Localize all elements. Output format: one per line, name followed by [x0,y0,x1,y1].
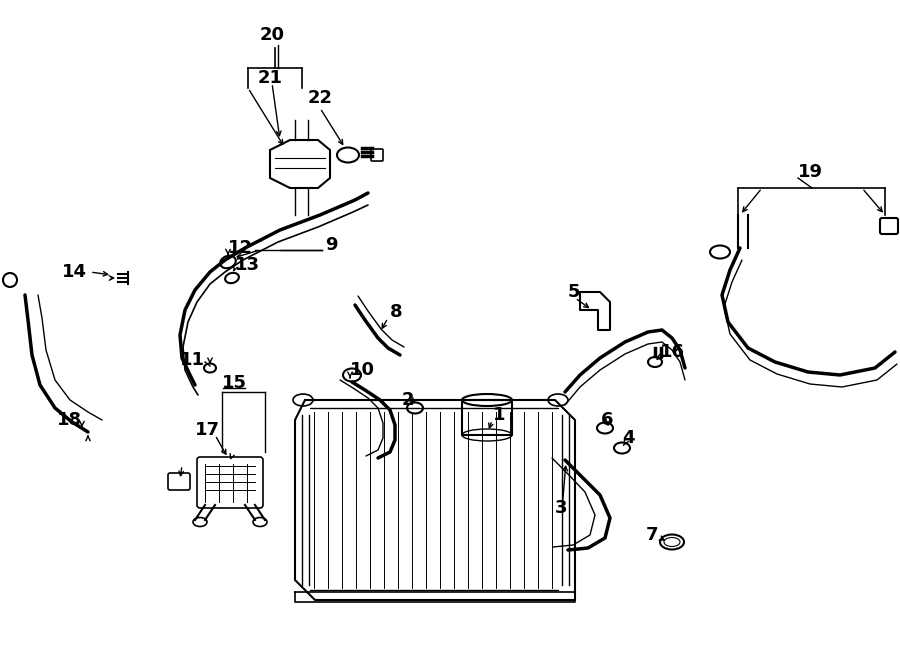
Text: 11: 11 [180,351,205,369]
Text: 19: 19 [798,163,823,181]
Text: 7: 7 [645,526,658,544]
Text: 21: 21 [258,69,283,87]
Text: 1: 1 [493,406,506,424]
Text: 10: 10 [350,361,375,379]
Text: 15: 15 [222,374,247,392]
Text: 9: 9 [325,236,338,254]
Text: 4: 4 [622,429,634,447]
Text: 6: 6 [601,411,614,429]
Text: 12: 12 [228,239,253,257]
Text: 17: 17 [195,421,220,439]
Text: 18: 18 [57,411,82,429]
Text: 20: 20 [260,26,285,44]
Text: 16: 16 [660,343,685,361]
Text: 22: 22 [308,89,333,107]
FancyBboxPatch shape [371,149,383,161]
Text: 13: 13 [235,256,260,274]
Text: 2: 2 [402,391,415,409]
Text: 5: 5 [568,283,580,301]
Text: 3: 3 [555,499,568,517]
FancyBboxPatch shape [880,218,898,234]
Ellipse shape [462,394,512,406]
Text: 14: 14 [62,263,87,281]
Text: 8: 8 [390,303,402,321]
